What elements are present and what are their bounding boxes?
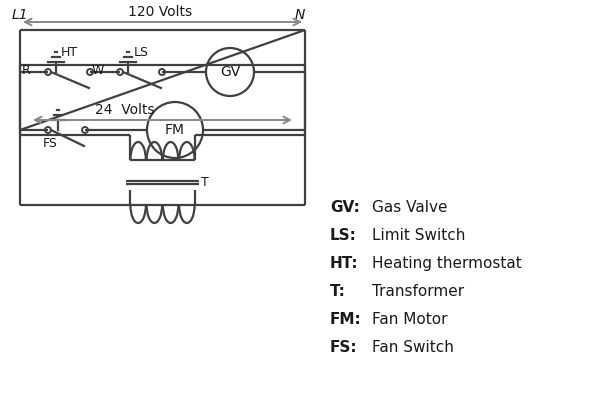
Text: 24  Volts: 24 Volts	[95, 103, 155, 117]
Text: HT: HT	[60, 46, 77, 59]
Text: FM:: FM:	[330, 312, 362, 327]
Text: T:: T:	[330, 284, 346, 299]
Text: Heating thermostat: Heating thermostat	[372, 256, 522, 271]
Text: FS:: FS:	[330, 340, 358, 355]
Text: LS:: LS:	[330, 228, 357, 243]
Text: FS: FS	[43, 137, 58, 150]
Text: Gas Valve: Gas Valve	[372, 200, 447, 215]
Text: N: N	[295, 8, 306, 22]
Text: Fan Switch: Fan Switch	[372, 340, 454, 355]
Text: GV: GV	[220, 65, 240, 79]
Text: LS: LS	[133, 46, 149, 59]
Text: GV:: GV:	[330, 200, 360, 215]
Text: FM: FM	[165, 123, 185, 137]
Text: W: W	[92, 64, 104, 77]
Text: T: T	[201, 176, 209, 190]
Text: Fan Motor: Fan Motor	[372, 312, 447, 327]
Text: Limit Switch: Limit Switch	[372, 228, 466, 243]
Text: R: R	[22, 64, 31, 77]
Text: HT:: HT:	[330, 256, 359, 271]
Text: L1: L1	[12, 8, 29, 22]
Text: Transformer: Transformer	[372, 284, 464, 299]
Text: 120 Volts: 120 Volts	[128, 5, 192, 19]
